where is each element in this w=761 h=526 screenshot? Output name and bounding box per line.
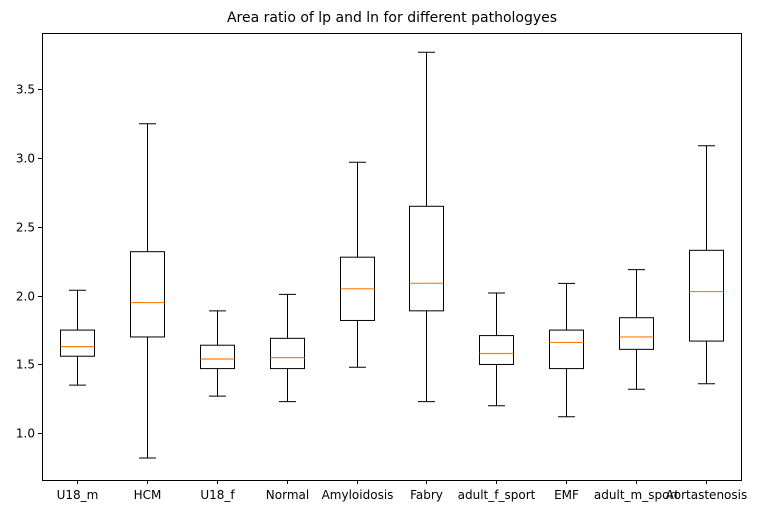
x-tick-label: Fabry (410, 488, 443, 502)
box-group (549, 282, 584, 418)
x-axis: U18_m HCM U18_f Normal Amyloidosis Fabry adult… (57, 480, 747, 502)
y-tick-label: 3.0 (16, 152, 35, 166)
x-tick-label: Aortastenosis (666, 488, 747, 502)
x-tick-label: U18_m (57, 488, 99, 502)
y-tick-label: 1.5 (16, 358, 35, 372)
y-tick-label: 2.5 (16, 221, 35, 235)
iqr-box (409, 205, 444, 312)
box-group (689, 145, 724, 385)
boxes-layer (60, 51, 724, 459)
iqr-box (270, 337, 305, 370)
box-group (409, 51, 444, 403)
x-tick-label: adult_m_sport (594, 488, 679, 502)
iqr-box (619, 317, 654, 350)
iqr-box (549, 329, 584, 370)
x-tick-label: Normal (266, 488, 309, 502)
y-axis: 1.0 1.5 2.0 2.5 3.0 3.5 (16, 83, 42, 441)
chart-title: Area ratio of lp and ln for different pa… (227, 10, 557, 26)
box-group (200, 310, 235, 397)
box-group (270, 293, 305, 403)
x-tick-label: adult_f_sport (458, 488, 536, 502)
box-group (60, 289, 95, 386)
iqr-box (479, 335, 514, 365)
box-group (479, 292, 514, 407)
iqr-box (130, 251, 165, 338)
box-group (619, 269, 654, 390)
iqr-box (200, 344, 235, 370)
iqr-box (689, 249, 724, 342)
iqr-box (60, 329, 95, 357)
plot-frame (42, 33, 742, 481)
y-tick-label: 1.0 (16, 427, 35, 441)
box-group (130, 123, 165, 459)
x-tick-label: HCM (134, 488, 162, 502)
x-tick-label: EMF (554, 488, 579, 502)
box-group (340, 161, 375, 368)
y-tick-label: 3.5 (16, 83, 35, 97)
x-tick-label: Amyloidosis (322, 488, 394, 502)
x-tick-label: U18_f (200, 488, 235, 502)
y-tick-label: 2.0 (16, 290, 35, 304)
